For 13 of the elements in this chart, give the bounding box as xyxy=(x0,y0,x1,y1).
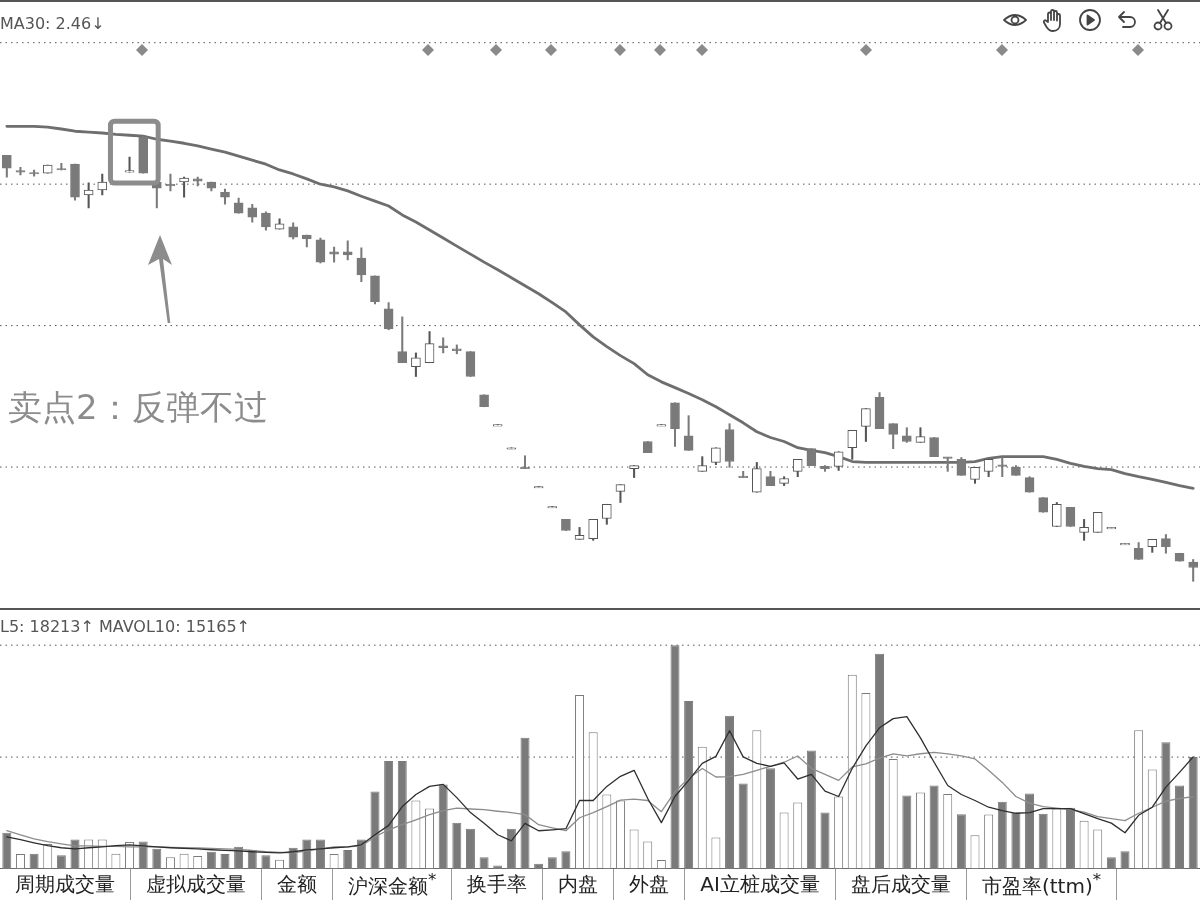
chart-title: MA30: 2.46↓ xyxy=(0,13,105,33)
tab: AI立桩成交量 xyxy=(685,869,836,900)
tab: 市盈率(ttm)$^{*}$ xyxy=(966,869,1118,900)
tab: 金额 xyxy=(262,869,333,900)
tab: 沪深金额$^{*}$ xyxy=(333,869,453,900)
chart-title: L5: 18213↑ MAVOL10: 15165↑ xyxy=(0,616,250,636)
tab: 周期成交量 xyxy=(0,869,131,900)
tab: 换手率 xyxy=(452,869,544,900)
tab: 虚拟成交量 xyxy=(131,869,262,900)
tab: 外盘 xyxy=(614,869,686,900)
annotation: 卖点2：反弹不过 xyxy=(8,386,268,427)
tab: 内盘 xyxy=(543,869,615,900)
tab: 盘后成交量 xyxy=(835,869,967,900)
